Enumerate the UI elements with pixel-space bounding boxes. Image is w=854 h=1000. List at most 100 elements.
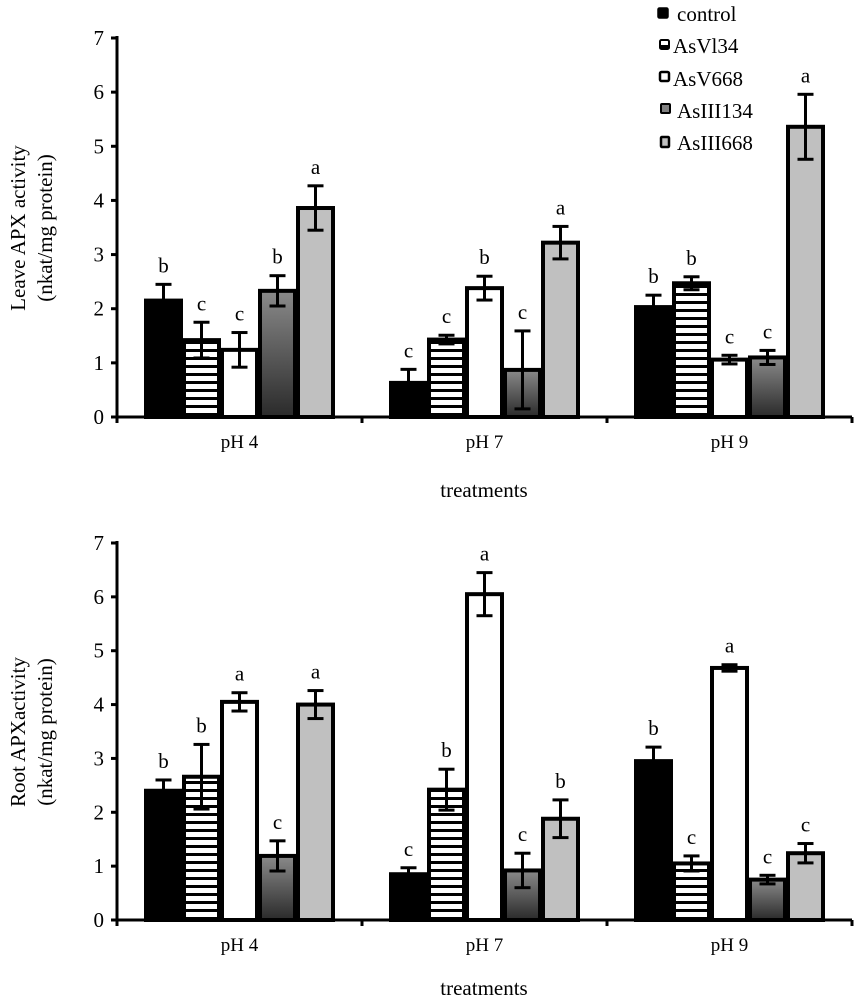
bar-asiii134-ph-9: [748, 877, 787, 922]
y-tick-label: 0: [94, 405, 105, 429]
error-bar-asiii134-ph-7: [514, 329, 531, 411]
error-bar-asvl34-ph-9: [683, 275, 700, 292]
error-bar-control-ph-7: [400, 866, 417, 883]
y-ticks: 0 1 2 3 4 5 6 7: [94, 26, 117, 429]
x-tick-label: pH 9: [711, 935, 748, 956]
bar-asv668-ph-7: [465, 286, 504, 420]
y-tick-label: 0: [94, 908, 105, 932]
error-bar-asiii134-ph-9: [759, 348, 776, 366]
y-tick-label: 5: [94, 134, 105, 158]
bar-control-ph-9: [634, 759, 673, 922]
legend-swatch-asiii134: [660, 103, 671, 114]
bar-asiii668-ph-7: [541, 240, 580, 419]
significance-letter: b: [648, 264, 659, 288]
x-tick-label: pH 9: [711, 432, 748, 453]
significance-letter: a: [480, 542, 490, 566]
bar-control-ph-4: [144, 788, 183, 922]
leave-apx-chart: Leave APX activity (nkat/mg protein) 0 1 2…: [6, 26, 854, 502]
error-bar-asvl34-ph-4: [193, 742, 210, 811]
significance-letter: c: [197, 291, 206, 315]
x-tick-label: pH 7: [466, 935, 503, 956]
significance-letter: c: [518, 822, 527, 846]
error-bar-asiii668-ph-7: [552, 798, 569, 840]
y-tick-label: 3: [94, 243, 105, 267]
y-tick-label: 6: [94, 585, 105, 609]
significance-letter: a: [725, 634, 735, 658]
error-bar-control-ph-4: [155, 778, 172, 804]
legend: control AsVl34 AsV668 AsIII134 AsIII668: [657, 2, 753, 155]
significance-letter: c: [518, 300, 527, 324]
significance-letter: a: [801, 63, 811, 87]
x-tick-label: pH 4: [221, 432, 259, 453]
significance-letter: c: [801, 813, 810, 837]
legend-label: control: [677, 2, 737, 26]
error-bar-asiii668-ph-4: [307, 184, 324, 232]
axes: [115, 36, 854, 423]
x-ticks: pH 4 pH 7 pH 9: [221, 935, 748, 956]
bar-asiii134-ph-9: [748, 355, 787, 420]
y-axis-title: Leave APX activity (nkat/mg protein): [6, 145, 57, 311]
significance-letter: b: [441, 738, 452, 762]
y-axis-title-line2: (nkat/mg protein): [33, 154, 57, 302]
y-tick-label: 5: [94, 639, 105, 663]
y-tick-label: 2: [94, 297, 105, 321]
error-bar-asv668-ph-9: [721, 353, 738, 366]
error-bar-asiii134-ph-4: [269, 274, 286, 308]
significance-letter: b: [158, 253, 169, 277]
significance-letter: a: [235, 662, 245, 686]
x-axis-title: treatments: [440, 976, 527, 1000]
y-tick-label: 1: [94, 351, 105, 375]
significance-letter: c: [404, 338, 413, 362]
significance-letter: c: [687, 825, 696, 849]
bar-asiii668-ph-9: [786, 124, 825, 420]
legend-swatch-asvi34: [659, 39, 670, 50]
legend-swatch-control: [657, 7, 669, 19]
error-bar-asv668-ph-7: [476, 571, 493, 618]
error-bar-asiii668-ph-9: [797, 92, 814, 161]
error-bar-asvl34-ph-9: [683, 854, 700, 873]
error-bar-asiii134-ph-9: [759, 873, 776, 886]
significance-letter: c: [235, 302, 244, 326]
significance-letter: b: [479, 245, 490, 269]
significance-letter: b: [272, 245, 283, 269]
significance-letter: c: [725, 324, 734, 348]
y-tick-label: 7: [94, 531, 105, 555]
error-bar-asvl34-ph-4: [193, 320, 210, 360]
error-bar-asiii668-ph-7: [552, 224, 569, 261]
y-axis-title: Root APXactivity (nkat/mg protein): [6, 657, 57, 807]
legend-item-control: control: [657, 2, 737, 26]
error-bar-control-ph-9: [645, 745, 662, 777]
error-bar-asiii134-ph-7: [514, 851, 531, 890]
significance-letter: b: [648, 716, 659, 740]
y-tick-label: 4: [94, 188, 105, 212]
error-bar-control-ph-9: [645, 293, 662, 321]
significance-letter: b: [158, 749, 169, 773]
legend-label: AsVl34: [673, 34, 739, 58]
legend-item-asvi34: AsVl34: [659, 34, 739, 58]
y-axis-title-line1: Root APXactivity: [6, 657, 30, 807]
bar-asv668-ph-9: [710, 665, 749, 922]
axes: [115, 541, 854, 926]
significance-letter: c: [404, 837, 413, 861]
legend-label: AsIII134: [677, 99, 753, 123]
error-bar-asiii134-ph-4: [269, 839, 286, 873]
bar-asvl34-ph-9: [672, 861, 711, 923]
y-tick-label: 7: [94, 26, 105, 50]
error-bar-asiii668-ph-4: [307, 689, 324, 721]
significance-letter: a: [311, 660, 321, 684]
bar-asv668-ph-9: [710, 357, 749, 420]
y-ticks: 0 1 2 3 4 5 6 7: [94, 531, 117, 932]
legend-label: AsIII668: [677, 131, 753, 155]
bar-asvl34-ph-7: [427, 337, 466, 419]
significance-letter: c: [763, 319, 772, 343]
legend-swatch-asv668: [658, 70, 671, 83]
bar-asiii668-ph-4: [296, 206, 335, 419]
bar-control-ph-9: [634, 305, 673, 419]
legend-item-asiii668: AsIII668: [659, 131, 753, 155]
bar-asv668-ph-7: [465, 592, 504, 923]
legend-label: AsV668: [673, 67, 743, 91]
significance-letter: b: [196, 713, 207, 737]
x-tick-label: pH 4: [221, 935, 259, 956]
error-bar-control-ph-4: [155, 282, 172, 319]
error-bar-asv668-ph-4: [231, 691, 248, 713]
